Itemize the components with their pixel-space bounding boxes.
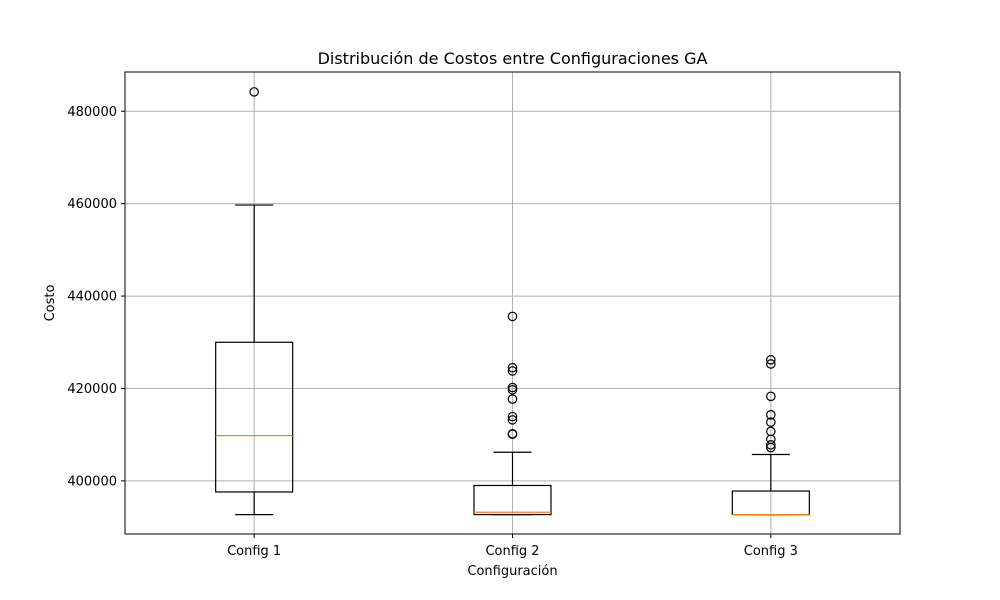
outlier-point [507, 394, 518, 404]
x-axis-label: Configuración [467, 564, 557, 579]
chart-title: Distribución de Costos entre Configuraci… [318, 49, 708, 68]
outlier-point [507, 411, 518, 422]
outlier-point [507, 382, 518, 393]
y-tick-label: 400000 [67, 474, 117, 489]
outlier-point [507, 366, 518, 376]
outlier-point [507, 415, 518, 425]
y-tick-label: 480000 [67, 105, 117, 120]
outlier-point [507, 311, 518, 322]
box-group [473, 311, 552, 516]
outlier-point [507, 428, 518, 439]
axis-ticks: 400000 420000 440000 460000 480000 Config 1 Co… [67, 105, 798, 559]
box-iqr [215, 341, 294, 493]
y-axis-label: Costo [43, 285, 58, 322]
outlier-point [507, 362, 518, 373]
outlier-point [766, 426, 776, 437]
outlier-point [766, 391, 776, 402]
x-tick-label: Config 2 [485, 544, 539, 559]
outlier-point [766, 410, 776, 420]
y-tick-label: 420000 [67, 382, 117, 397]
outlier-point [249, 87, 259, 97]
outlier-point [766, 355, 776, 365]
plot-area [215, 87, 810, 516]
outlier-point [766, 359, 776, 369]
x-tick-label: Config 3 [744, 544, 798, 559]
outlier-point [766, 440, 776, 450]
box-iqr [473, 484, 552, 516]
box-group [731, 355, 810, 516]
y-tick-label: 440000 [67, 290, 117, 305]
x-tick-label: Config 1 [227, 544, 281, 559]
outlier-point [766, 417, 776, 427]
box-group [215, 87, 294, 516]
y-tick-label: 460000 [67, 197, 117, 212]
